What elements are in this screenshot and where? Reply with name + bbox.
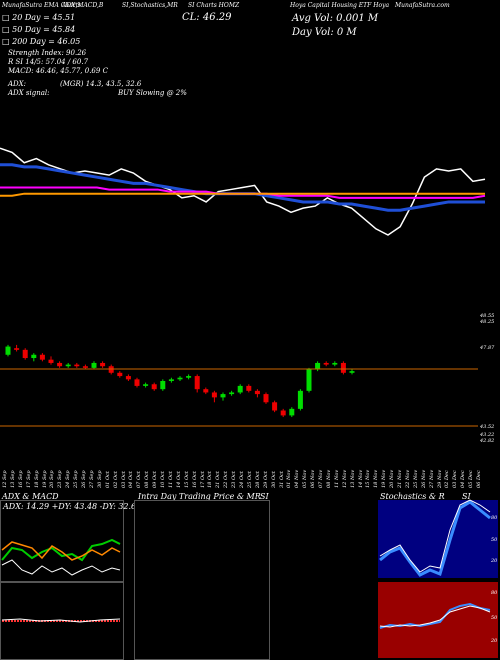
macd-line: [1, 618, 121, 623]
candle: [186, 374, 192, 380]
candle: [254, 389, 260, 398]
candle: [280, 408, 286, 418]
intra-title: Intra Day Trading Price & MR: [138, 492, 261, 501]
stoch-d-line: [379, 499, 491, 573]
candle: [108, 364, 114, 375]
candle: [203, 387, 209, 395]
adx-minus-di-line: [1, 541, 121, 561]
candle: [315, 361, 321, 372]
header-col5: Hoya Capital Housing ETF Hoya: [290, 2, 390, 9]
legend-ema20: □ 20 Day = 45.51: [2, 13, 76, 22]
price-label-low3: 42.82: [480, 438, 495, 444]
header-col4: SI Charts HOMZ: [188, 2, 240, 9]
ema50-swatch: □: [2, 25, 13, 34]
header-website: MunafaSutra.com: [395, 2, 450, 9]
price-label-top2: 48.25: [480, 319, 495, 325]
candle: [31, 353, 37, 362]
legend-adx-mgr: (MGR) 14.3, 43.5, 32.6: [60, 80, 142, 88]
candle: [39, 353, 45, 362]
candle: [151, 382, 157, 391]
price-chart: [0, 147, 486, 427]
candle: [297, 389, 303, 411]
candle: [125, 374, 131, 381]
candle: [177, 376, 183, 381]
candle: [117, 371, 123, 378]
candle: [160, 379, 166, 391]
candle: [194, 374, 200, 393]
candle: [14, 344, 20, 352]
adx-values: ADX: 14.29 +DY: 43.48 -DY: 32.61: [3, 502, 142, 511]
candle: [74, 362, 80, 368]
legend-adx-signal: ADX signal:: [8, 89, 50, 97]
candle: [22, 348, 28, 360]
price-line: [0, 147, 486, 236]
candle: [289, 407, 295, 418]
candle: [134, 377, 140, 388]
legend-macd: MACD: 46.46, 45.77, 0.69 C: [8, 67, 108, 75]
candle: [211, 390, 217, 403]
ema200-swatch: □: [2, 37, 13, 46]
candle: [5, 344, 11, 357]
candle: [237, 384, 243, 395]
candle: [143, 382, 149, 388]
candle: [91, 361, 97, 370]
candle: [263, 392, 269, 404]
legend-adx: ADX:: [8, 80, 27, 88]
intra-si: SI: [260, 492, 269, 501]
stoch-k-line: [379, 500, 491, 577]
stoch-tick-20: 20: [491, 558, 498, 564]
stoch-title: Stochastics & R: [380, 492, 445, 501]
legend-buy: BUY Slowing @ 2%: [118, 89, 187, 97]
header-col2: ADX,MACD,B: [62, 2, 104, 9]
rsi-signal-line: [379, 605, 491, 628]
legend-si: Strength Index: 90.26: [8, 49, 87, 57]
rsi-line: [379, 602, 491, 629]
candle: [306, 367, 312, 393]
ema20-swatch: □: [2, 13, 13, 22]
candle: [48, 356, 54, 365]
intra-panel: [134, 500, 270, 660]
price-label-low2: 43.22: [480, 432, 495, 438]
avg-vol: Avg Vol: 0.001 M: [292, 13, 379, 24]
adx-line: [1, 559, 121, 576]
price-label-top1: 48.55: [480, 313, 495, 319]
close-label: CL: 46.29: [182, 12, 232, 23]
candle: [349, 369, 355, 375]
day-vol: Day Vol: 0 M: [292, 27, 357, 38]
rsi-tick-50: 50: [491, 615, 498, 621]
candle: [340, 361, 346, 375]
candle: [100, 361, 106, 368]
stoch-si: SI: [462, 492, 471, 501]
candle: [246, 384, 252, 393]
adx-title: ADX & MACD: [2, 492, 59, 501]
rsi-tick-20: 20: [491, 638, 498, 644]
stoch-panel: [378, 500, 498, 578]
header-col3: SI,Stochastics,MR: [122, 2, 178, 9]
stoch-tick-80: 80: [491, 515, 498, 521]
legend-ema50: □ 50 Day = 45.84: [2, 25, 76, 34]
legend-ema200: □ 200 Day = 46.05: [2, 37, 81, 46]
candle: [332, 361, 338, 367]
adx-plus-di-line: [1, 538, 121, 562]
rsi-tick-80: 80: [491, 590, 498, 596]
candle: [57, 361, 63, 368]
header-col1: MunafaSutra EMA Charts: [2, 2, 82, 9]
candle: [323, 361, 329, 367]
ema200-line: [0, 192, 485, 197]
candle: [272, 400, 278, 413]
candle: [168, 377, 174, 383]
rsi-panel: [378, 582, 498, 658]
legend-rsi: R SI 14/5: 57.04 / 60.7: [8, 58, 89, 66]
price-label-low1: 43.52: [480, 424, 495, 430]
candle: [220, 392, 226, 401]
candle: [65, 362, 71, 368]
stoch-tick-50: 50: [491, 537, 498, 543]
candle: [229, 390, 235, 396]
price-label-mid: 47.87: [480, 345, 495, 351]
